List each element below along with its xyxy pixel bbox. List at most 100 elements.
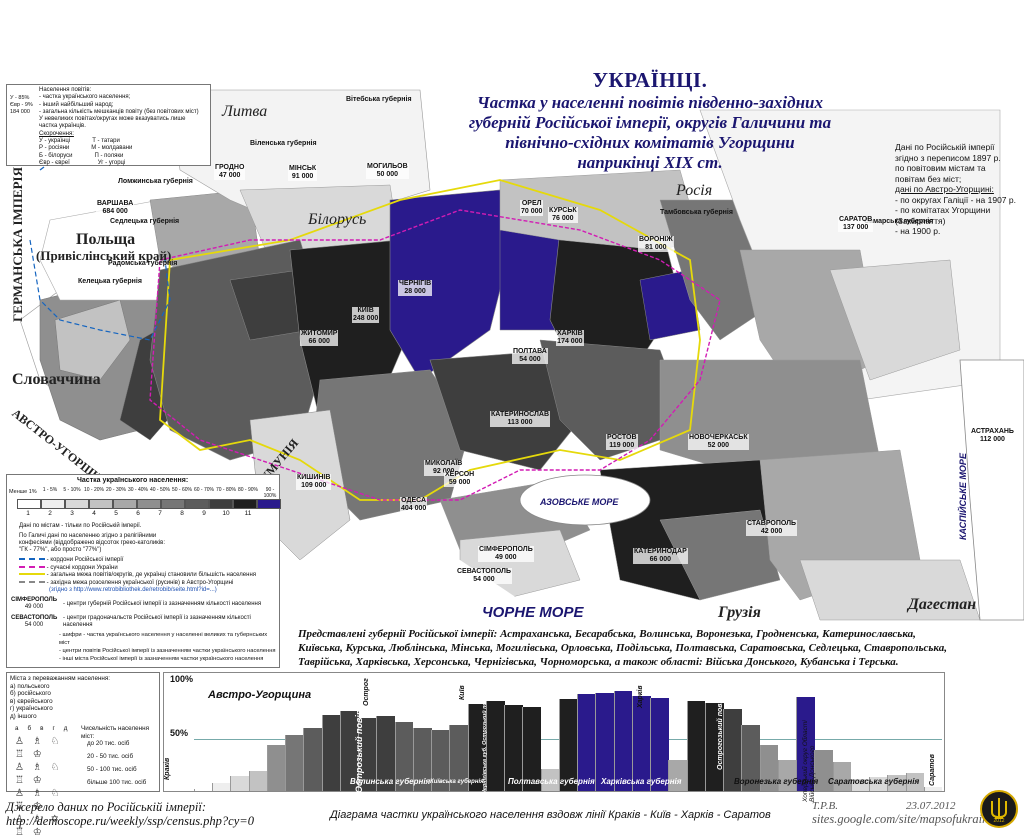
places-column-label: г	[52, 725, 55, 732]
scale-step-labels: 1 - 5% 5 - 10% 10 - 20% 20 - 30% 30 - 40% 40 …	[39, 487, 281, 499]
city-population: 248 000	[353, 315, 379, 322]
region-polshcha: Польща	[76, 231, 136, 248]
region-gruziya: Грузія	[718, 604, 761, 621]
sample-line: 184 000	[10, 109, 30, 115]
scale-step-label: 1 - 5%	[42, 487, 58, 493]
diagram-bar	[668, 760, 688, 791]
city-label: РОСТОВ 119 000	[606, 434, 638, 450]
legend-abbr: П - поляки	[94, 152, 124, 159]
diagram-bar	[303, 727, 323, 791]
scale-step-label: 10 - 20%	[83, 487, 104, 493]
segment-ostroh-county: Острозький повіт	[354, 707, 364, 793]
census-note-line: - по комітатах Угорщини (Закарпаття)	[895, 205, 991, 226]
scale-step-label: 5 - 10%	[63, 487, 81, 493]
legend-text: Населення повітів: - частка українського…	[39, 87, 209, 167]
scale-step-label: 50 - 60%	[171, 487, 192, 493]
diagram-bar	[431, 729, 450, 791]
border-legend-text: - кордони Російської імперії	[46, 557, 124, 563]
capital-legend: СІМФЕРОПОЛЬ 49 000 - центри губерній Росі…	[11, 597, 277, 629]
scale-swatch	[113, 499, 137, 509]
ukraine-border-swatch	[19, 565, 45, 568]
legend-line: Скорочення:	[39, 130, 74, 137]
capital-sample-name: СІМФЕРОПОЛЬ	[11, 597, 58, 603]
segment-ostroh: Острог	[363, 678, 370, 706]
map-title: УКРАЇНЦІ. Частка у населенні повітів пів…	[400, 68, 900, 173]
city-label: ХАРКІВ 174 000	[556, 330, 584, 346]
places-column-label: б	[27, 725, 32, 732]
diagram-bar	[887, 774, 906, 791]
scale-number: 6	[136, 510, 140, 517]
scale-number: 2	[48, 510, 52, 517]
city-population: 76 000	[552, 215, 574, 222]
census-note-line: - на 1900 р.	[895, 226, 941, 236]
region-dagestan: Дагестан	[908, 596, 977, 613]
region-german-empire: ГЕРМАНСЬКА ІМПЕРІЯ	[10, 167, 25, 322]
scale-step-label: 30 - 40%	[127, 487, 148, 493]
province-radom: Радомська губернія	[108, 260, 178, 267]
border-legend-link[interactable]: (згідно з http://www.retrobibliothek.de/…	[49, 587, 217, 593]
city-name: РОСТОВ	[607, 434, 637, 441]
empire-border-swatch	[19, 558, 45, 561]
segment-saratov-gub: Саратовська губернія	[828, 777, 920, 786]
trident-icon	[991, 798, 1007, 819]
census-note-line: дані по Австро-Угорщині:	[895, 184, 994, 194]
scale-number: 3	[70, 510, 74, 517]
city-label: КИШИНІВ 109 000	[296, 474, 332, 490]
scale-swatch	[137, 499, 161, 509]
diagram-bar	[595, 693, 615, 791]
places-column-label: д	[63, 725, 68, 732]
places-legend-item: б) російського	[10, 690, 51, 698]
city-population: 119 000	[609, 442, 635, 449]
legend-abbr: Т - татари	[92, 138, 120, 145]
region-bilorus: Білорусь	[308, 211, 367, 228]
capital-legend-text: - центри губерній Російської імперії із …	[63, 600, 262, 607]
diagram-bar	[485, 701, 505, 791]
city-name: КИЇВ	[357, 307, 374, 314]
logo-text: 2012	[993, 818, 1005, 824]
title-line1: УКРАЇНЦІ.	[592, 68, 708, 92]
scale-swatch	[89, 499, 113, 509]
author-site[interactable]: sites.google.com/site/mapsofukraine	[812, 812, 994, 826]
diagram-bar	[777, 760, 797, 791]
diagram-bar	[394, 721, 414, 791]
author-date: 23.07.2012	[906, 800, 956, 812]
city-label: ХЕРСОН 59 000	[444, 471, 476, 487]
places-size-item: 20 - 50 тис. осіб	[87, 753, 134, 760]
border-legend-text: - загальна межа повітів/округів, де укра…	[46, 572, 257, 578]
diagram-bar	[230, 775, 250, 791]
source-link[interactable]: http://demoscope.ru/weekly/ssp/census.ph…	[6, 814, 254, 828]
city-name: ОДЕСА	[401, 497, 427, 504]
title-line2: Частка у населенні повітів південно-захі…	[477, 93, 823, 112]
segment-kharkiv: Харківська губернія	[601, 777, 682, 786]
city-label: СЕВАСТОПОЛЬ 54 000	[456, 568, 512, 584]
city-label: ПОЛТАВА 54 000	[512, 348, 548, 364]
city-name: МІНСЬК	[289, 165, 317, 172]
legend-sample: У - 85% Євр - 9% 184 000	[10, 95, 33, 116]
scale-step-label: 80 - 90%	[237, 487, 258, 493]
city-population: 49 000	[495, 554, 517, 561]
diagram-bar	[850, 778, 870, 791]
diagram-bar	[339, 711, 359, 791]
city-population: 28 000	[404, 288, 426, 295]
segment-ostrogozhsk: Острогозький повіт	[717, 695, 724, 770]
diagram-bars	[194, 679, 943, 791]
diagram-bar	[321, 714, 341, 791]
diagram-bar	[376, 715, 396, 791]
city-population: 404 000	[401, 505, 427, 512]
sample-line: У - 85%	[10, 95, 30, 101]
legend-line: - частка українського населення;	[39, 94, 131, 101]
city-label: НОВОЧЕРКАСЬК 52 000	[688, 434, 749, 450]
border-legend-text: - сучасні кордони України	[46, 564, 118, 571]
border-legend-text: - західна межа розселення української (р…	[46, 579, 234, 586]
province-lomzha: Ломжинська губернія	[118, 178, 193, 185]
province-vitebsk: Вітебська губернія	[346, 96, 412, 103]
diagram-bar	[248, 770, 268, 791]
sample-line: Євр - 9%	[10, 102, 33, 108]
places-column-label: а	[15, 725, 19, 732]
city-population: 66 000	[649, 556, 672, 563]
rusyn-border-swatch	[19, 580, 45, 583]
city-population: 92 000	[432, 468, 454, 475]
legend-abbr: М - молдавани	[91, 145, 133, 152]
census-note-line: по повітовим містам та	[895, 163, 986, 173]
scale-number: 9	[202, 510, 206, 517]
